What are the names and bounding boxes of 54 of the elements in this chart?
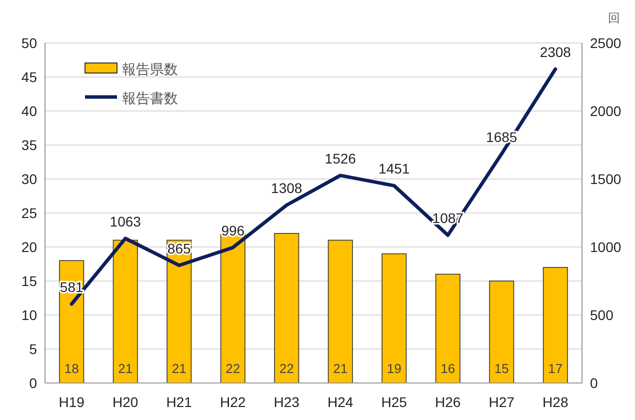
x-tick-label: H22 xyxy=(220,394,246,410)
legend-label: 報告書数 xyxy=(122,90,178,106)
bar xyxy=(112,240,138,384)
y2-tick-label: 1000 xyxy=(590,239,622,255)
x-tick-label: H19 xyxy=(58,394,85,410)
x-tick-label: H23 xyxy=(274,394,300,410)
bar xyxy=(489,280,514,384)
x-tick-label: H28 xyxy=(542,394,568,410)
bar xyxy=(328,240,353,384)
bar xyxy=(435,274,460,384)
data-label: 18 xyxy=(64,361,79,376)
bar xyxy=(382,253,407,384)
x-tick-label: H21 xyxy=(166,394,192,410)
data-label: 17 xyxy=(548,361,563,376)
data-label: 22 xyxy=(279,361,294,376)
y2-tick-label: 500 xyxy=(590,307,614,323)
data-label: 21 xyxy=(333,361,348,376)
y-tick-label: 30 xyxy=(21,171,38,187)
y2-tick-label: 2500 xyxy=(590,35,622,51)
y-tick-label: 40 xyxy=(21,103,38,119)
data-label: 15 xyxy=(494,361,509,376)
data-label: 21 xyxy=(118,361,133,376)
data-label: 21 xyxy=(172,361,186,376)
bar xyxy=(542,267,568,384)
data-label: 1308 xyxy=(271,180,302,196)
data-label: 1063 xyxy=(110,213,142,230)
y-tick-label: 15 xyxy=(21,273,38,289)
y-tick-label: 20 xyxy=(21,239,38,255)
y2-axis-title: 回 xyxy=(608,11,620,25)
x-tick-label: H27 xyxy=(488,394,515,410)
x-tick-label: H25 xyxy=(381,394,408,410)
x-tick-label: H24 xyxy=(328,394,354,410)
data-label: 1451 xyxy=(378,160,410,177)
y2-tick-label: 0 xyxy=(590,375,598,391)
x-tick-label: H26 xyxy=(435,394,461,410)
x-tick-label: H20 xyxy=(112,394,138,410)
y-tick-label: 0 xyxy=(29,375,38,391)
y2-tick-label: 2000 xyxy=(590,103,622,119)
data-label: 22 xyxy=(226,361,240,376)
data-label: 1526 xyxy=(324,150,356,166)
y-tick-label: 5 xyxy=(29,341,38,357)
data-label: 2308 xyxy=(540,44,572,60)
y-tick-label: 10 xyxy=(21,307,38,323)
data-label: 581 xyxy=(60,278,84,295)
y-tick-label: 50 xyxy=(21,35,38,51)
data-label: 19 xyxy=(386,361,402,376)
y-tick-label: 35 xyxy=(21,137,38,153)
y-tick-label: 45 xyxy=(21,69,38,85)
data-label: 865 xyxy=(167,240,192,256)
y-tick-label: 25 xyxy=(21,205,38,221)
data-label: 16 xyxy=(440,361,456,376)
bar xyxy=(274,233,300,384)
y2-tick-label: 1500 xyxy=(590,171,622,187)
legend-label: 報告県数 xyxy=(122,61,178,77)
